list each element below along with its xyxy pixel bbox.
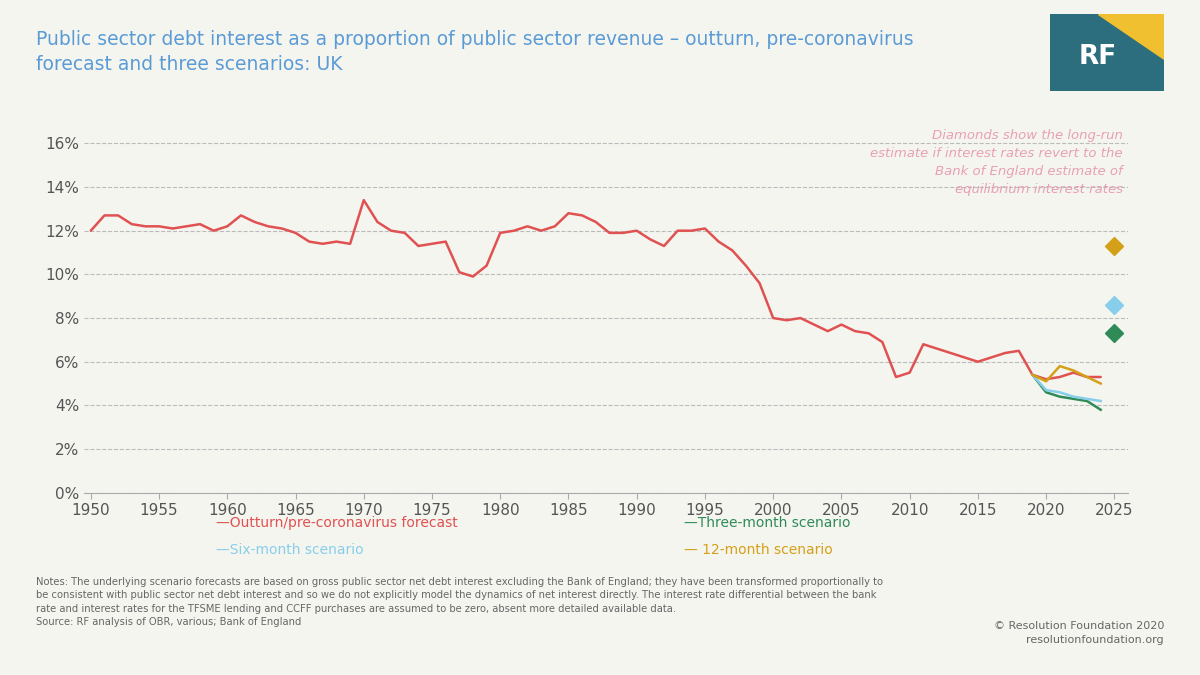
Text: —Outturn/pre-coronavirus forecast: —Outturn/pre-coronavirus forecast bbox=[216, 516, 457, 530]
Text: Diamonds show the long-run
estimate if interest rates revert to the
Bank of Engl: Diamonds show the long-run estimate if i… bbox=[870, 129, 1123, 196]
Text: Notes: The underlying scenario forecasts are based on gross public sector net de: Notes: The underlying scenario forecasts… bbox=[36, 577, 883, 626]
Polygon shape bbox=[1098, 14, 1164, 59]
Text: RF: RF bbox=[1079, 44, 1117, 70]
Text: —Three-month scenario: —Three-month scenario bbox=[684, 516, 851, 530]
Text: © Resolution Foundation 2020
resolutionfoundation.org: © Resolution Foundation 2020 resolutionf… bbox=[994, 621, 1164, 645]
Text: — 12-month scenario: — 12-month scenario bbox=[684, 543, 833, 557]
Text: —Six-month scenario: —Six-month scenario bbox=[216, 543, 364, 557]
Text: Public sector debt interest as a proportion of public sector revenue – outturn, : Public sector debt interest as a proport… bbox=[36, 30, 913, 74]
